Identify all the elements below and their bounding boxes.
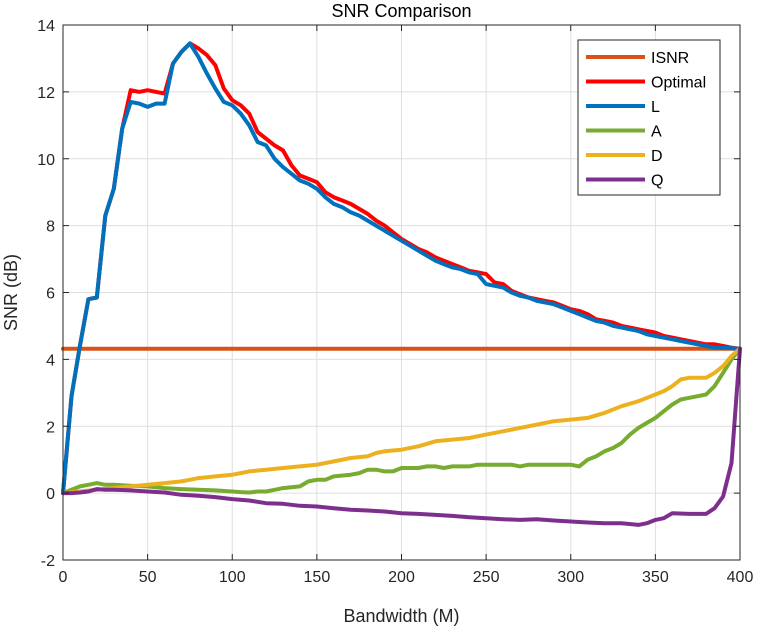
series-line-a bbox=[61, 346, 742, 496]
y-tick-label: 14 bbox=[37, 18, 55, 35]
series-lines bbox=[61, 41, 742, 527]
legend-label-isnr: ISNR bbox=[651, 50, 689, 67]
y-tick-label: 2 bbox=[46, 419, 55, 436]
legend-label-optimal: Optimal bbox=[651, 75, 706, 92]
x-tick-label: 50 bbox=[139, 569, 157, 586]
x-tick-label: 400 bbox=[727, 569, 754, 586]
chart-title: SNR Comparison bbox=[331, 1, 471, 21]
x-tick-label: 150 bbox=[304, 569, 331, 586]
x-tick-label: 250 bbox=[473, 569, 500, 586]
y-axis-label: SNR (dB) bbox=[1, 254, 21, 331]
x-tick-label: 300 bbox=[557, 569, 584, 586]
y-tick-label: 8 bbox=[46, 219, 55, 236]
legend-box bbox=[577, 39, 721, 196]
y-tick-label: 0 bbox=[46, 486, 55, 503]
x-tick-label: 200 bbox=[388, 569, 415, 586]
y-tick-label: 10 bbox=[37, 152, 55, 169]
series-line-q bbox=[61, 346, 742, 527]
x-tick-label: 0 bbox=[59, 569, 68, 586]
legend-label-a: A bbox=[651, 124, 662, 141]
y-tick-label: -2 bbox=[41, 553, 55, 570]
x-axis-label: Bandwidth (M) bbox=[343, 606, 459, 626]
y-tick-label: 12 bbox=[37, 85, 55, 102]
x-tick-label: 350 bbox=[642, 569, 669, 586]
legend-label-q: Q bbox=[651, 173, 663, 190]
y-tick-label: 6 bbox=[46, 286, 55, 303]
x-tick-label: 100 bbox=[219, 569, 246, 586]
series-line-d bbox=[61, 346, 742, 496]
y-tick-label: 4 bbox=[46, 352, 55, 369]
legend-label-d: D bbox=[651, 148, 663, 165]
series-line-l bbox=[61, 41, 742, 496]
legend-label-l: L bbox=[651, 99, 660, 116]
